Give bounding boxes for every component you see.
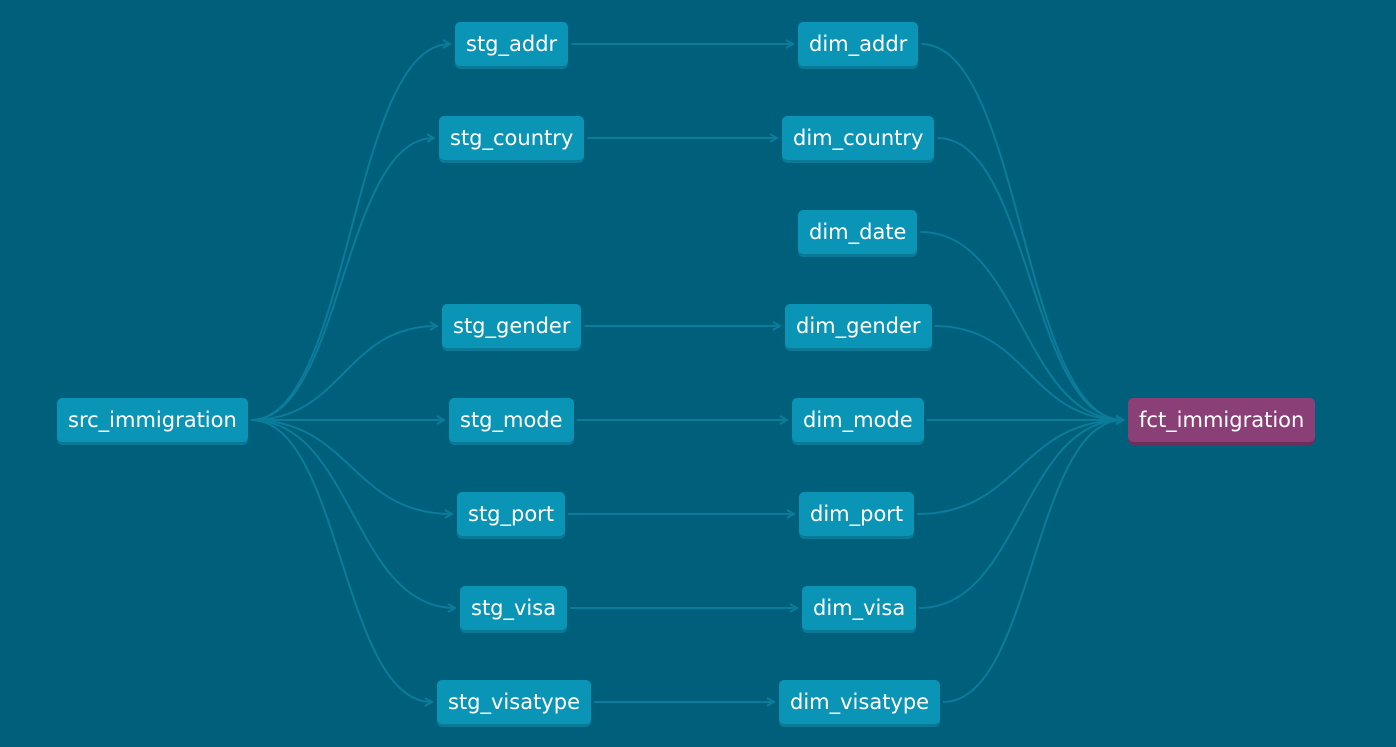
node-src_immigration[interactable]: src_immigration xyxy=(57,398,248,442)
node-stg_gender[interactable]: stg_gender xyxy=(442,304,582,348)
arrowhead-fct_immigration xyxy=(1115,415,1126,425)
arrowhead-dim_addr xyxy=(785,39,796,49)
node-dim_date[interactable]: dim_date xyxy=(798,210,918,254)
arrowhead-stg_mode xyxy=(436,415,447,425)
arrowhead-dim_port xyxy=(786,509,797,519)
edge-dim_addr-to-fct_immigration xyxy=(921,43,1124,421)
arrowhead-stg_country xyxy=(426,133,437,143)
node-dim_gender[interactable]: dim_gender xyxy=(785,304,932,348)
arrowhead-stg_addr xyxy=(442,39,453,49)
edge-src_immigration-to-stg_country xyxy=(250,137,435,421)
node-dim_visatype[interactable]: dim_visatype xyxy=(779,680,941,724)
node-dim_mode[interactable]: dim_mode xyxy=(792,398,924,442)
node-dim_country[interactable]: dim_country xyxy=(782,116,935,160)
edge-src_immigration-to-stg_visa xyxy=(250,419,456,609)
edge-src_immigration-to-stg_visatype xyxy=(250,419,433,703)
arrowhead-dim_country xyxy=(769,133,780,143)
edge-dim_country-to-fct_immigration xyxy=(937,137,1124,421)
arrowhead-stg_visa xyxy=(447,603,458,613)
arrowhead-dim_visa xyxy=(789,603,800,613)
arrowhead-dim_gender xyxy=(772,321,783,331)
edge-dim_date-to-fct_immigration xyxy=(920,231,1124,421)
arrowhead-dim_visatype xyxy=(766,697,777,707)
arrowhead-stg_visatype xyxy=(424,697,435,707)
edge-dim_visatype-to-fct_immigration xyxy=(943,419,1124,703)
node-stg_country[interactable]: stg_country xyxy=(439,116,585,160)
node-stg_port[interactable]: stg_port xyxy=(457,492,566,536)
node-dim_port[interactable]: dim_port xyxy=(799,492,915,536)
node-stg_mode[interactable]: stg_mode xyxy=(449,398,574,442)
node-stg_visa[interactable]: stg_visa xyxy=(460,586,568,630)
edge-src_immigration-to-stg_addr xyxy=(250,43,451,421)
node-stg_visatype[interactable]: stg_visatype xyxy=(437,680,591,724)
edge-dim_gender-to-fct_immigration xyxy=(934,325,1124,421)
arrowhead-stg_port xyxy=(444,509,455,519)
arrowhead-dim_mode xyxy=(779,415,790,425)
node-dim_visa[interactable]: dim_visa xyxy=(802,586,917,630)
node-fct_immigration[interactable]: fct_immigration xyxy=(1128,398,1316,442)
edge-src_immigration-to-stg_gender xyxy=(250,325,438,421)
edge-src_immigration-to-stg_port xyxy=(250,419,453,515)
node-stg_addr[interactable]: stg_addr xyxy=(455,22,569,66)
arrowhead-stg_gender xyxy=(429,321,440,331)
node-dim_addr[interactable]: dim_addr xyxy=(798,22,919,66)
edge-dim_port-to-fct_immigration xyxy=(917,419,1124,515)
edge-dim_visa-to-fct_immigration xyxy=(919,419,1124,609)
